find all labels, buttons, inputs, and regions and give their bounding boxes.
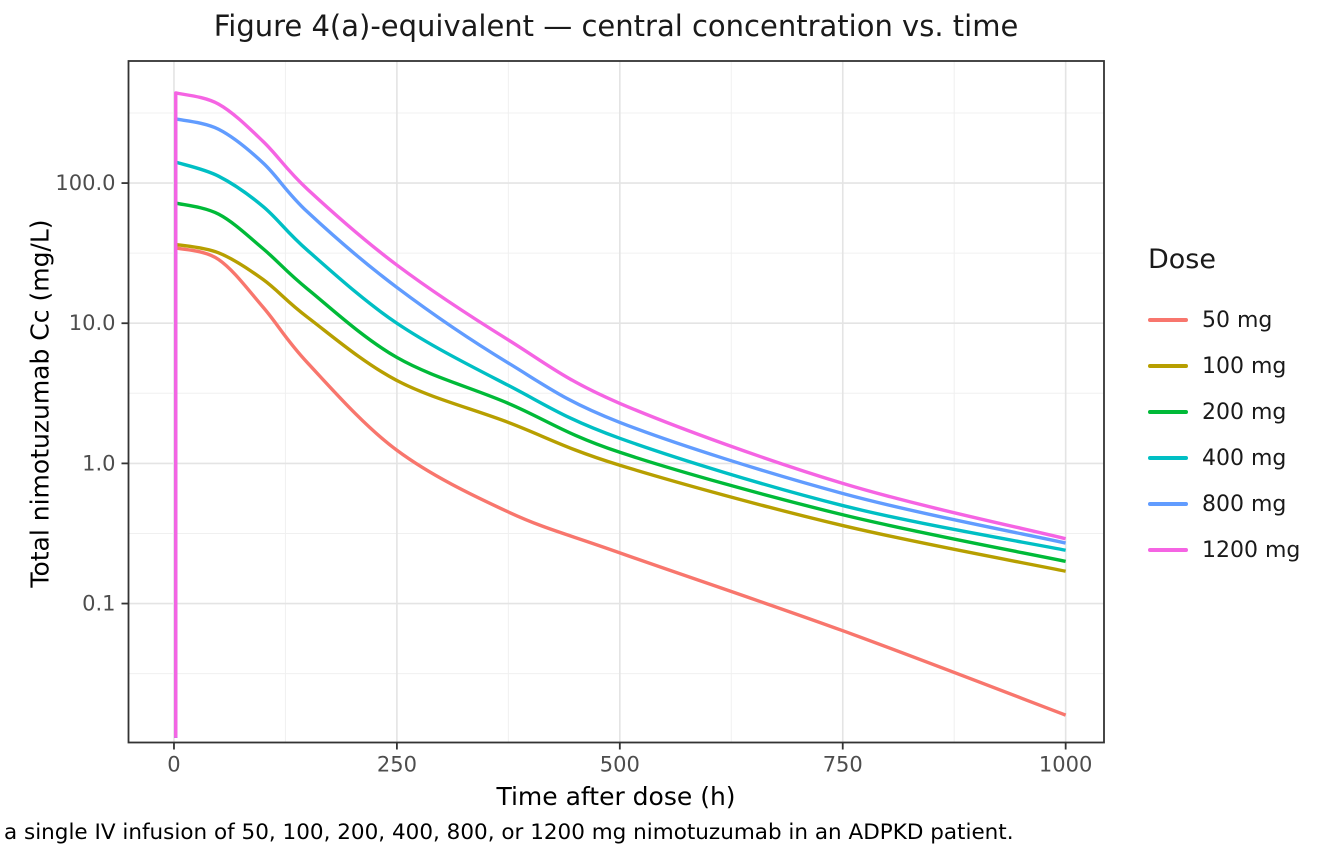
legend-item-label: 800 mg: [1202, 491, 1287, 517]
legend-item-label: 50 mg: [1202, 307, 1273, 333]
x-tick-label: 250: [377, 753, 417, 777]
legend-item-label: 400 mg: [1202, 445, 1287, 471]
y-tick-label: 0.1: [82, 592, 115, 616]
legend-item-label: 200 mg: [1202, 399, 1287, 425]
legend-key-line: [1148, 363, 1188, 369]
y-axis-title: Total nimotuzumab Cc (mg/L): [25, 219, 55, 588]
legend-item-label: 100 mg: [1202, 353, 1287, 379]
legend: Dose 50 mg 100 mg 200 mg 400 mg 800 mg 1200 m…: [1148, 244, 1300, 573]
legend-key-line: [1148, 501, 1188, 507]
legend-item-1200-mg: 1200 mg: [1148, 527, 1300, 573]
panel-border: [127, 60, 1105, 744]
legend-key-line: [1148, 317, 1188, 323]
legend-item-800-mg: 800 mg: [1148, 481, 1300, 527]
series-line-100-mg: [174, 242, 1067, 738]
x-tick-label: 500: [600, 753, 640, 777]
legend-item-100-mg: 100 mg: [1148, 343, 1300, 389]
y-tick-label: 100.0: [55, 171, 115, 195]
y-tick-label: 1.0: [82, 451, 115, 475]
series-line-200-mg: [174, 201, 1067, 738]
legend-item-50-mg: 50 mg: [1148, 297, 1300, 343]
x-tick-label: 1000: [1039, 753, 1092, 777]
legend-item-400-mg: 400 mg: [1148, 435, 1300, 481]
x-tick-label: 750: [823, 753, 863, 777]
series-line-50-mg: [174, 246, 1067, 738]
x-axis-title: Time after dose (h): [496, 782, 736, 811]
legend-key-line: [1148, 409, 1188, 415]
series-line-400-mg: [174, 160, 1066, 738]
legend-key-line: [1148, 547, 1188, 553]
series-line-1200-mg: [174, 91, 1067, 738]
x-tick-label: 0: [167, 753, 180, 777]
caption: a single IV infusion of 50, 100, 200, 40…: [4, 820, 1014, 845]
y-tick-label: 10.0: [69, 311, 116, 335]
legend-items: 50 mg 100 mg 200 mg 400 mg 800 mg 1200 mg: [1148, 297, 1300, 573]
legend-item-200-mg: 200 mg: [1148, 389, 1300, 435]
legend-title: Dose: [1148, 244, 1216, 275]
legend-item-label: 1200 mg: [1202, 537, 1301, 563]
legend-key-line: [1148, 455, 1188, 461]
chart-title: Figure 4(a)-equivalent — central concent…: [213, 9, 1019, 43]
series-line-800-mg: [174, 117, 1067, 738]
